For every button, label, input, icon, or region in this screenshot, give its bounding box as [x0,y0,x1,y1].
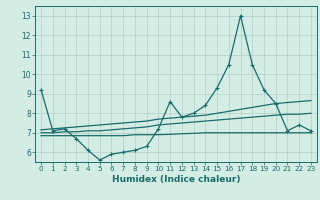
X-axis label: Humidex (Indice chaleur): Humidex (Indice chaleur) [112,175,240,184]
